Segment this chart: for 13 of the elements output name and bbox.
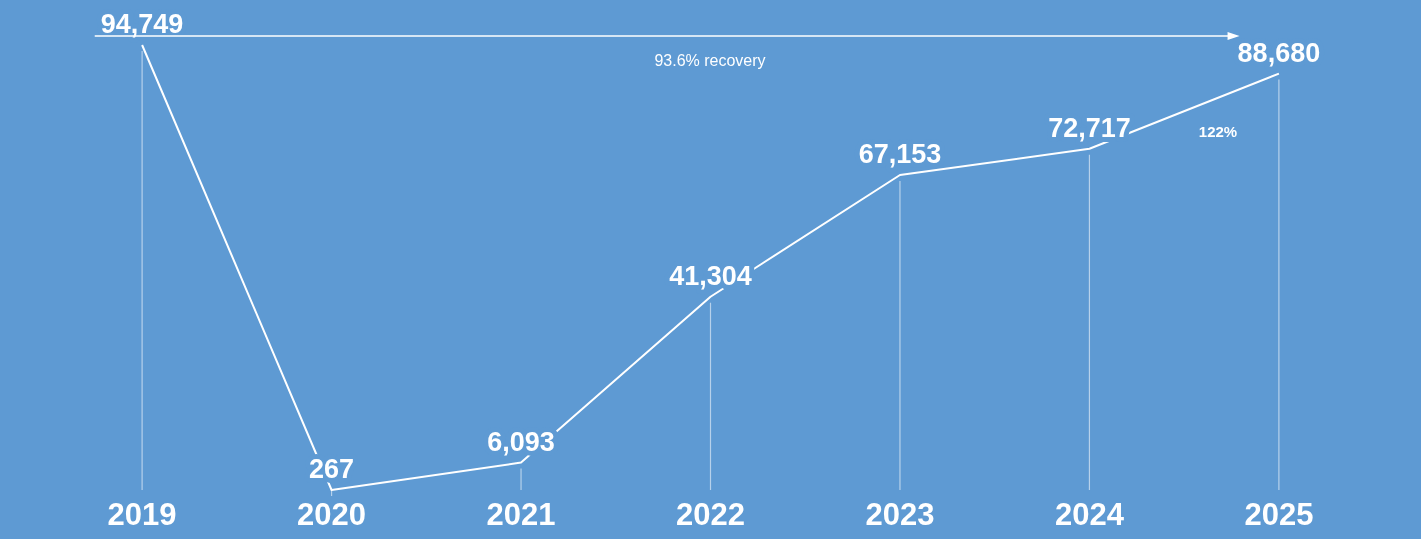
data-label: 72,717: [1048, 112, 1131, 143]
annotation: 93.6% recovery: [654, 52, 766, 69]
x-tick-label: 2025: [1244, 496, 1314, 532]
x-tick-label: 2022: [676, 496, 745, 532]
data-label: 94,749: [100, 9, 184, 39]
data-label: 67,153: [858, 138, 942, 169]
x-tick-label: 2020: [297, 496, 367, 532]
data-label: 88,680: [1237, 37, 1321, 68]
annotation: 122%: [1198, 123, 1238, 140]
x-tick-label: 2021: [486, 496, 556, 532]
x-tick-label: 2019: [107, 496, 177, 532]
x-tick-label: 2024: [1054, 496, 1125, 532]
x-tick-label: 2023: [865, 496, 935, 532]
